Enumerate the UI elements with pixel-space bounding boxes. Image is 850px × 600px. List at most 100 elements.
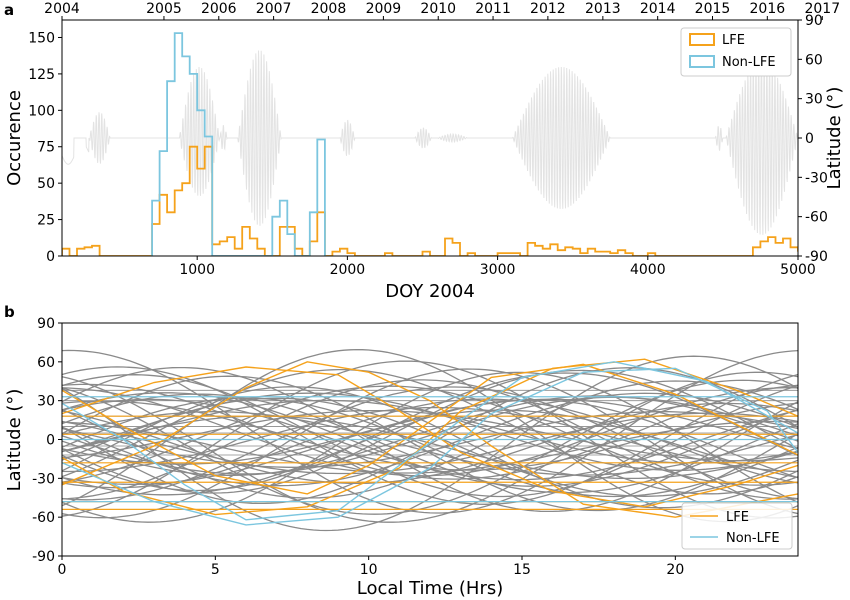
lfe-histogram [62, 145, 798, 256]
trajectory-line [62, 396, 798, 475]
y-tick-label: -30 [32, 471, 55, 487]
trajectory-line [62, 368, 798, 495]
x-tick-label: 1000 [179, 262, 215, 278]
trajectory-line [62, 402, 798, 484]
legend-label-lfe-b: LFE [726, 510, 749, 525]
y-tick-label: 50 [37, 176, 55, 192]
top-year-label: 2006 [201, 1, 237, 17]
panel-a-letter: a [4, 1, 14, 19]
top-year-label: 2012 [530, 1, 566, 17]
top-year-label: 2004 [44, 1, 80, 17]
event-lines-b [62, 358, 798, 526]
top-year-label: 2011 [475, 1, 511, 17]
y-tick-label: 75 [37, 140, 55, 156]
right-y-tick-label: -90 [805, 249, 828, 265]
right-y-ticks-a: -90 -60 -30 0 30 60 90 [798, 13, 828, 265]
x-tick-label: 20 [666, 562, 684, 578]
y-tick-label: 90 [37, 316, 55, 332]
y-tick-label: 100 [28, 103, 55, 119]
legend-b: LFE Non-LFE [681, 502, 793, 550]
non-lfe-histogram-step [151, 32, 326, 256]
panel-a: 1000 2000 3000 4000 5000 0 25 50 75 100 125 150 -9… [4, 1, 845, 302]
right-y-axis-label-a: Latitude (°) [824, 87, 845, 190]
x-tick-label: 4000 [630, 262, 666, 278]
panel-b-letter: b [4, 303, 15, 321]
right-y-tick-label: -30 [805, 170, 828, 186]
top-year-ticks: 2004 2005 2006 2007 2008 2009 2010 2011 2012 2013… [44, 1, 840, 20]
x-tick-label: 5000 [780, 262, 816, 278]
y-tick-label: 30 [37, 394, 55, 410]
lfe-trajectory [62, 363, 798, 495]
trajectory-line [62, 374, 798, 498]
trajectory-line [62, 348, 798, 523]
right-y-tick-label: 30 [805, 92, 823, 108]
x-tick-label: 3000 [480, 262, 516, 278]
y-ticks-a: 0 25 50 75 100 125 150 [28, 30, 62, 265]
top-year-label: 2009 [366, 1, 402, 17]
y-tick-label: 150 [28, 30, 55, 46]
trajectory-line [62, 355, 798, 532]
y-tick-label: 0 [46, 433, 55, 449]
trajectory-line [62, 380, 798, 499]
top-year-label: 2017 [804, 1, 840, 17]
nonlfe-trajectory [62, 361, 798, 521]
top-year-label: 2014 [640, 1, 676, 17]
y-tick-label: -60 [32, 510, 55, 526]
x-tick-label: 15 [513, 562, 531, 578]
y-tick-label: 125 [28, 67, 55, 83]
lfe-trajectory [62, 361, 798, 518]
trajectory-line [62, 349, 798, 514]
x-tick-label: 0 [58, 562, 67, 578]
legend-label-nonlfe-b: Non-LFE [726, 531, 780, 546]
top-year-label: 2015 [695, 1, 731, 17]
lfe-trajectory [62, 366, 798, 508]
top-year-label: 2016 [750, 1, 786, 17]
trajectory-line [62, 367, 798, 505]
trajectory-line [62, 395, 798, 476]
top-year-label: 2005 [146, 1, 182, 17]
trajectory-line [62, 409, 798, 462]
legend-swatch-nonlfe-a [689, 55, 715, 68]
y-axis-label-a: Occurence [4, 90, 25, 186]
nonlfe-trajectory [62, 367, 798, 526]
trajectory-line [62, 412, 798, 475]
trajectory-line [62, 399, 798, 496]
trajectory-line [62, 397, 798, 498]
legend-label-lfe-a: LFE [722, 33, 745, 48]
trajectory-line [62, 386, 798, 509]
x-ticks-b: 0 5 10 15 20 [58, 556, 684, 578]
non-lfe-histogram [151, 32, 326, 256]
trajectory-line [62, 406, 798, 473]
y-tick-label: 0 [46, 249, 55, 265]
x-axis-label-a: DOY 2004 [385, 281, 475, 302]
legend-a: LFE Non-LFE [680, 27, 792, 77]
y-tick-label: -90 [32, 549, 55, 565]
right-y-tick-label: 0 [805, 131, 814, 147]
right-y-tick-label: 60 [805, 52, 823, 68]
legend-swatch-lfe-a [689, 33, 715, 46]
legend-label-nonlfe-a: Non-LFE [722, 55, 776, 70]
y-ticks-b: -90 -60 -30 0 30 60 90 [32, 316, 62, 565]
lfe-histogram-step [62, 145, 798, 256]
latitude-trace [62, 50, 798, 235]
trajectory-line [62, 411, 798, 468]
panel-b: 0 5 10 15 20 -90 -60 -30 0 30 60 90 Local Time (Hr… [4, 316, 799, 599]
trajectory-line [62, 385, 798, 486]
x-axis-label-b: Local Time (Hrs) [357, 578, 504, 599]
legend-box-a [680, 27, 792, 77]
x-tick-label: 10 [360, 562, 378, 578]
right-y-tick-label: 90 [805, 13, 823, 29]
y-tick-label: 25 [37, 213, 55, 229]
x-ticks-a: 1000 2000 3000 4000 5000 [179, 256, 816, 278]
right-y-tick-label: -60 [805, 210, 828, 226]
x-tick-label: 5 [211, 562, 220, 578]
top-year-label: 2013 [585, 1, 621, 17]
top-year-label: 2010 [420, 1, 456, 17]
top-year-label: 2008 [311, 1, 347, 17]
y-axis-label-b: Latitude (°) [4, 389, 25, 492]
y-tick-label: 60 [37, 355, 55, 371]
latitude-background-a [62, 50, 798, 235]
x-tick-label: 2000 [330, 262, 366, 278]
top-year-label: 2007 [256, 1, 292, 17]
